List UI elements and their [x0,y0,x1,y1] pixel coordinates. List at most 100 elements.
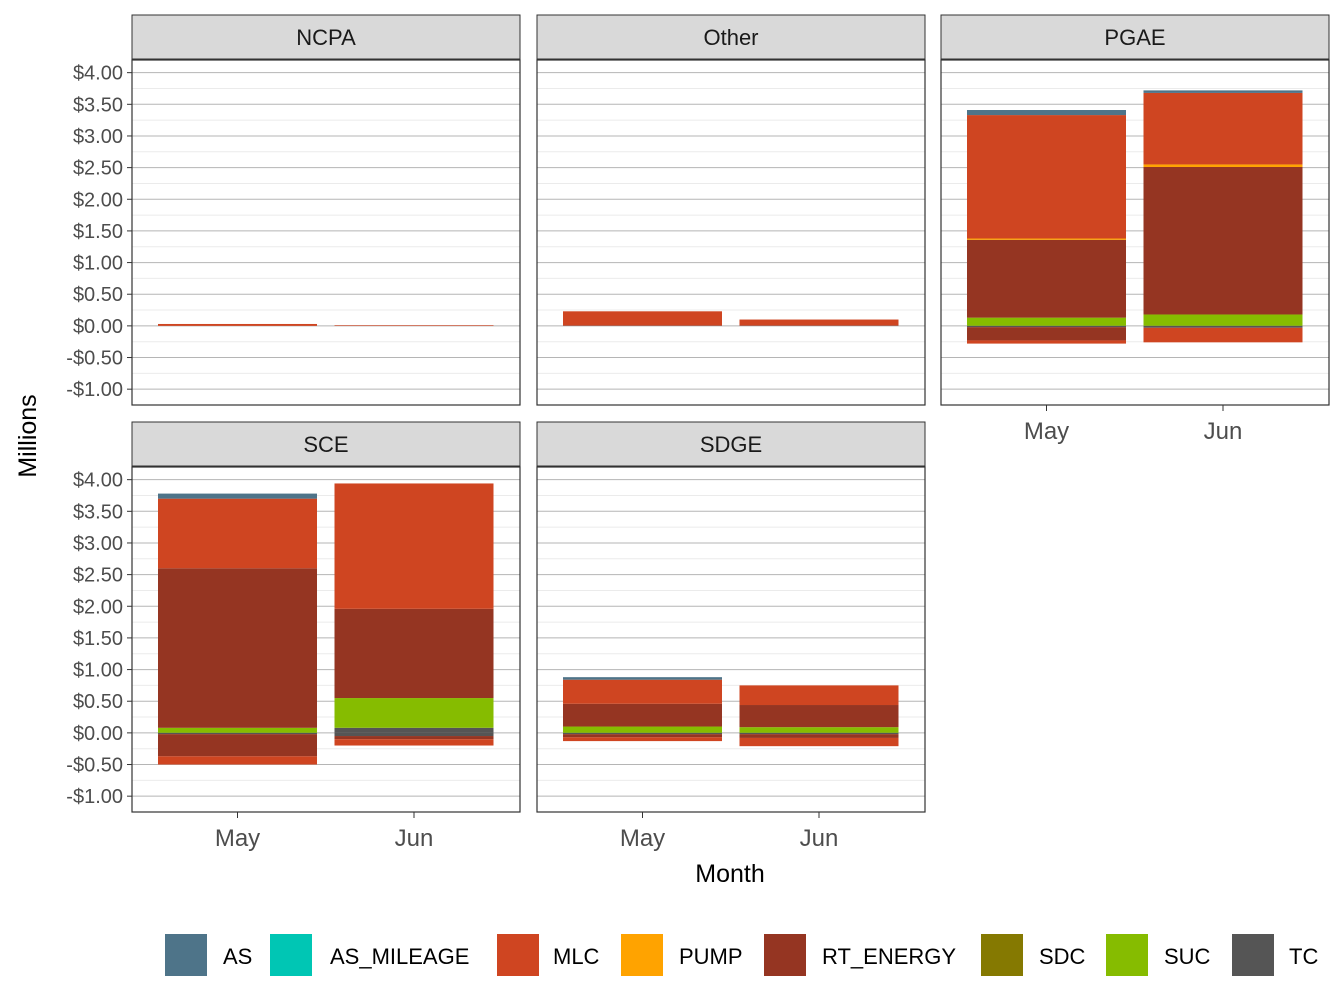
bar-segment-rt-energy-may [563,703,722,727]
legend-key-mlc [497,934,539,976]
bar-segment-mlc-jun [739,737,899,747]
y-tick-label: -$0.50 [66,755,123,777]
legend-label-mlc: MLC [553,944,600,969]
bar-segment-mlc-jun [334,739,494,746]
facet-panel-other: Other [536,14,926,406]
x-tick-label-jun: Jun [800,825,839,852]
facet-strip [940,14,1330,60]
bar-segment-mlc-may [158,323,317,326]
y-tick-label: $4.00 [73,470,123,492]
bar-segment-suc-jun [1143,314,1303,326]
bar-segment-mlc-may [158,756,317,765]
bar-segment-rt-energy-may [158,734,317,757]
y-tick-label: $1.00 [73,660,123,682]
bar-segment-as-may [967,110,1126,116]
y-tick-label: $0.50 [73,691,123,713]
x-tick-label-may: May [1024,418,1069,445]
x-tick-label-may: May [620,825,665,852]
legend-key-as-mileage [270,934,312,976]
legend-key-sdc [981,934,1023,976]
bar-segment-mlc-may [967,115,1126,239]
y-tick-label: $3.00 [73,126,123,148]
legend: AS AS_MILEAGE MLC PUMP RT_ENERGY SDC SUC TC [165,934,1318,976]
legend-label-suc: SUC [1164,944,1211,969]
y-tick-label: $1.00 [73,253,123,275]
panel-border [536,466,926,813]
bar-segment-as-jun [1143,90,1303,93]
x-axis-title: Month [695,860,764,888]
bar-segment-mlc-jun [1143,92,1303,165]
legend-label-pump: PUMP [679,944,743,969]
facet-panels: NCPA $4.00 $3.50 $3.00 $2.50 $2.00 $1.50 $1.00 $… [66,14,1330,852]
facet-strip-label: SCE [303,432,348,457]
bar-segment-mlc-may [563,311,722,326]
legend-key-pump [621,934,663,976]
bar-segment-tc-jun [1143,325,1303,328]
bar-segment-rt-energy-may [158,568,317,728]
y-tick-label: $0.50 [73,284,123,306]
y-tick-label: $3.00 [73,533,123,555]
legend-key-suc [1106,934,1148,976]
facet-strip-label: NCPA [296,25,356,50]
facet-panel-pgae: PGAE May Jun [940,14,1330,445]
panel-border [536,59,926,406]
y-tick-label: -$1.00 [66,379,123,401]
bar-segment-mlc-jun [739,685,899,706]
facet-panel-sce: SCE $4.00 $3.50 $3.00 $2.50 $2.00 $1.50 $1.00 $0… [66,421,521,852]
bar-segment-tc-may [563,732,722,735]
bar-segment-suc-may [158,727,317,733]
bar-segment-rt-energy-jun [739,325,899,326]
bar-segment-tc-jun [334,732,494,737]
bar-segment-rt-energy-jun [334,608,494,699]
bar-segment-rt-energy-jun [739,734,899,738]
bar-segment-suc-may [563,726,722,733]
facet-strip [131,14,521,60]
y-tick-label: $3.50 [73,501,123,523]
bar-segment-as-may [563,677,722,680]
bar-segment-rt-energy-may [563,325,722,326]
bar-segment-mlc-jun [739,319,899,326]
legend-key-tc [1232,934,1274,976]
y-tick-label: $2.00 [73,596,123,618]
x-tick-label-jun: Jun [1204,418,1243,445]
bar-segment-suc-may [967,317,1126,326]
bar-segment-rt-energy-may [967,239,1126,318]
bar-segment-pump-may [967,238,1126,240]
bar-segment-suc-jun [334,698,494,728]
bar-segment-mlc-jun [1143,327,1303,343]
legend-key-rt-energy [764,934,806,976]
panel-border [940,59,1330,406]
facet-strip [536,14,926,60]
bar-segment-tc-may [158,732,317,735]
bar-segment-rt-energy-jun [334,736,494,740]
legend-label-rt-energy: RT_ENERGY [822,944,956,969]
y-tick-label: $2.50 [73,158,123,180]
y-tick-label: $0.00 [73,723,123,745]
bar-segment-tc-may [967,325,1126,328]
y-tick-label: $4.00 [73,63,123,85]
bar-segment-rt-energy-jun [1143,166,1303,315]
legend-label-as: AS [223,944,252,969]
facet-panel-sdge: SDGE May Jun [536,421,926,852]
facet-strip-label: Other [703,25,758,50]
legend-label-as-mileage: AS_MILEAGE [330,944,469,969]
panel-border [131,466,521,813]
bar-segment-mlc-may [563,679,722,704]
legend-label-sdc: SDC [1039,944,1086,969]
bar-segment-rt-energy-may [563,734,722,738]
legend-key-as [165,934,207,976]
y-tick-label: $0.00 [73,316,123,338]
bar-segment-rt-energy-jun [739,705,899,728]
facet-strip-label: SDGE [700,432,762,457]
panel-border [131,59,521,406]
y-tick-label: $2.50 [73,565,123,587]
facet-strip-label: PGAE [1104,25,1165,50]
y-tick-label: $1.50 [73,221,123,243]
legend-label-tc: TC [1289,944,1318,969]
y-tick-label: -$1.00 [66,786,123,808]
y-tick-label: -$0.50 [66,348,123,370]
bar-segment-mlc-jun [334,325,494,326]
bar-segment-mlc-jun [334,483,494,609]
y-tick-label: $3.50 [73,94,123,116]
